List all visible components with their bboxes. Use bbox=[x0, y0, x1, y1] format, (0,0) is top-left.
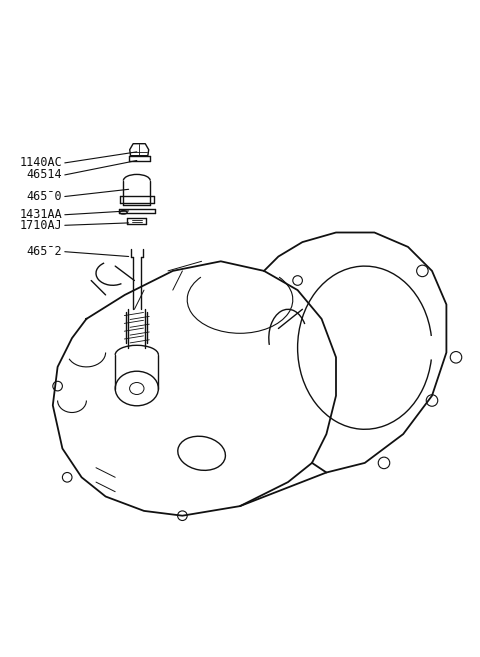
Text: 465ˉ0: 465ˉ0 bbox=[27, 190, 62, 203]
Text: 1710AJ: 1710AJ bbox=[20, 219, 62, 232]
Text: 46514: 46514 bbox=[27, 168, 62, 181]
Text: 1431AA: 1431AA bbox=[20, 208, 62, 221]
Text: 1140AC: 1140AC bbox=[20, 156, 62, 170]
Text: 465ˉ2: 465ˉ2 bbox=[27, 245, 62, 258]
